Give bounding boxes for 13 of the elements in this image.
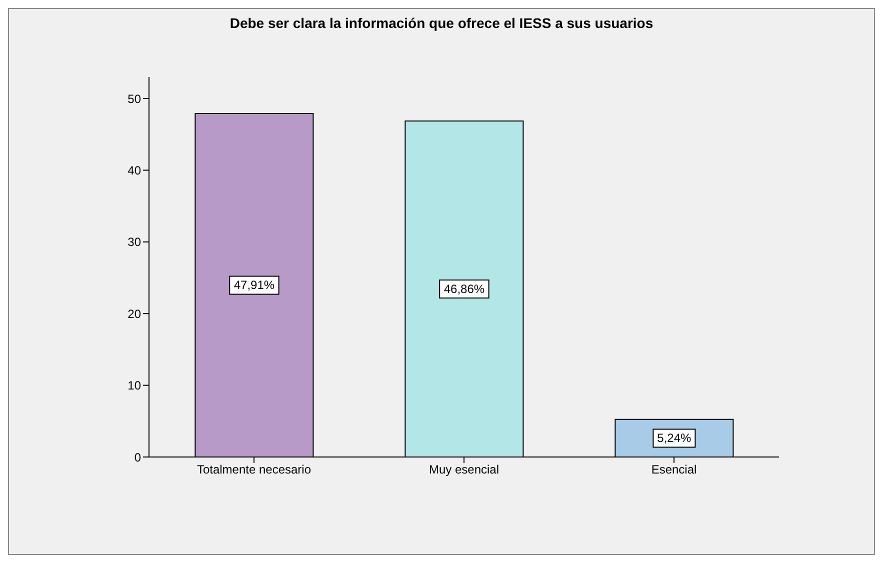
x-tick-label: Muy esencial [428, 462, 500, 477]
data-label: 47,91% [234, 278, 275, 292]
y-tick-label: 30 [128, 235, 142, 250]
x-tick-label: Esencial [651, 462, 697, 477]
data-label: 5,24% [657, 431, 692, 446]
y-tick-label: 10 [128, 378, 142, 393]
y-tick-label: 50 [128, 92, 142, 106]
data-label: 46,86% [444, 282, 485, 296]
y-tick-label: 40 [128, 163, 142, 178]
chart-title: Debe ser clara la información que ofrece el IESS a sus usuarios [228, 14, 654, 33]
y-tick-label: 0 [134, 450, 142, 464]
x-tick-label: Totalmente necesario [196, 462, 312, 477]
y-tick-label: 20 [128, 306, 142, 321]
